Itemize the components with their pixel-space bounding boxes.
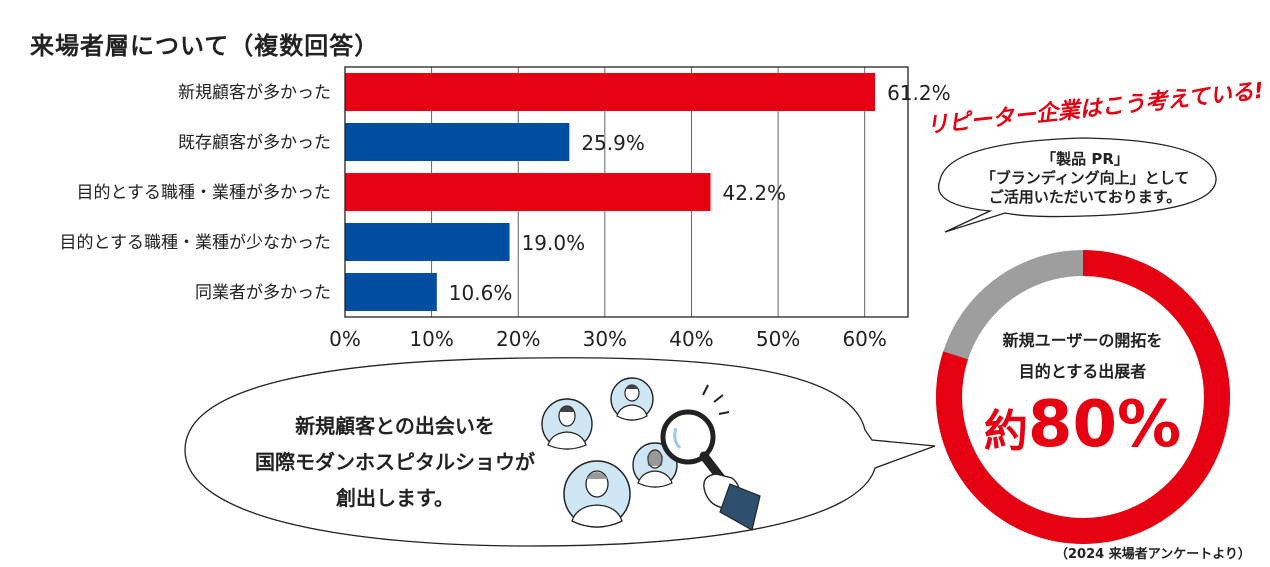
quote-text: 「製品 PR」 「ブランディング向上」として ご活用いただいております。 (965, 150, 1205, 207)
donut-number: 80% (1027, 388, 1182, 462)
tick-labels: 0% 10% 20% 30% 40% 50% 60% (329, 327, 887, 351)
bar (345, 273, 437, 311)
speech-line: 創出します。 (336, 486, 454, 510)
category-label: 目的とする職種・業種が少なかった (60, 233, 332, 253)
person-icon (610, 377, 654, 421)
tick-label: 30% (583, 327, 627, 351)
data-label: 10.6% (449, 281, 513, 305)
speech-text: 新規顧客との出会いを 国際モダンホスピタルショウが 創出します。 (200, 408, 590, 516)
category-label: 新規顧客が多かった (178, 83, 331, 103)
tick-label: 10% (409, 327, 453, 351)
person-icon (563, 460, 631, 528)
category-label: 同業者が多かった (195, 283, 331, 303)
bar (345, 123, 570, 161)
quote-line: 「ブランディング向上」として (980, 169, 1190, 187)
speech-line: 新規顧客との出会いを (295, 414, 495, 438)
bars (345, 73, 876, 311)
bar (345, 173, 711, 211)
donut-caption: 新規ユーザーの開拓を 目的とする出展者 (960, 325, 1205, 387)
magnifier-icon (660, 384, 730, 487)
person-icon (632, 442, 678, 488)
plot-frame (344, 66, 909, 318)
value-labels: 61.2% 25.9% 42.2% 19.0% 10.6% (449, 81, 951, 305)
category-labels: 新規顧客が多かった既存顧客が多かった目的とする職種・業種が多かった目的とする職種… (60, 83, 332, 303)
donut-value: 約80% (960, 388, 1205, 462)
quote-line: 「製品 PR」 (1041, 150, 1129, 168)
category-label: 既存顧客が多かった (178, 133, 331, 153)
donut-prefix: 約 (983, 406, 1028, 457)
tick-label: 0% (329, 327, 361, 351)
tick-label: 50% (756, 327, 800, 351)
data-label: 42.2% (723, 181, 787, 205)
data-label: 25.9% (581, 131, 645, 155)
tick-label: 60% (842, 327, 886, 351)
tick-label: 20% (496, 327, 540, 351)
person-icon (541, 398, 593, 450)
data-label: 19.0% (522, 231, 586, 255)
bar (345, 223, 510, 261)
quote-line: ご活用いただいております。 (988, 188, 1182, 206)
chart-title: 来場者層について（複数回答） (30, 32, 380, 60)
source-note: （2024 来場者アンケートより） (1055, 547, 1251, 562)
tick-label: 40% (669, 327, 713, 351)
donut-caption-line: 新規ユーザーの開拓を (1002, 331, 1163, 350)
category-label: 目的とする職種・業種が多かった (77, 183, 332, 203)
donut-share-arc (936, 250, 1230, 544)
hand-icon (703, 473, 761, 531)
data-label: 61.2% (887, 81, 951, 105)
bar (345, 73, 876, 111)
donut-caption-line: 目的とする出展者 (1018, 362, 1147, 381)
speech-line: 国際モダンホスピタルショウが (255, 450, 535, 474)
